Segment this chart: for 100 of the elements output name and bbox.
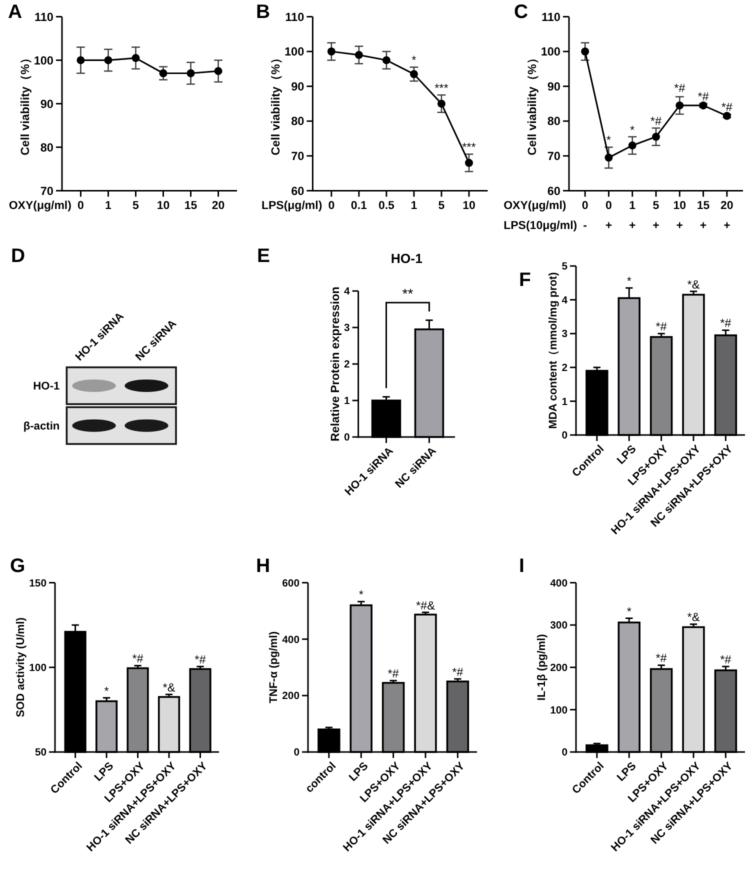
- point: [722, 112, 731, 120]
- point: [76, 56, 85, 64]
- y-tick-label: 600: [282, 578, 300, 590]
- y-tick-label: 100: [29, 662, 47, 674]
- annotation: *&: [687, 277, 700, 292]
- y-tick-label: 70: [40, 184, 54, 198]
- y-tick-label: 100: [540, 44, 561, 59]
- y-axis-title: Cell viability（%）: [524, 52, 539, 156]
- y-tick-label: 70: [547, 149, 561, 164]
- y-tick-label: 0: [562, 430, 568, 442]
- y-tick-label: 3: [562, 329, 568, 340]
- annotation: *&: [687, 610, 700, 624]
- annotation: *#: [698, 90, 710, 104]
- text: β-actin: [23, 420, 60, 432]
- annotation: ***: [462, 140, 476, 154]
- y-tick-label: 100: [284, 44, 305, 59]
- y-tick-label: 200: [282, 691, 300, 702]
- x-axis-title: LPS(μg/ml): [261, 200, 322, 212]
- point: [699, 101, 708, 110]
- text: C: [514, 1, 528, 23]
- annotation: *#: [388, 666, 400, 681]
- x-axis-title: OXY(μg/ml) LPS(10μg/ml): [504, 200, 578, 232]
- text: I: [519, 555, 524, 577]
- y-tick-label: 80: [291, 114, 305, 128]
- annotation: *: [626, 604, 632, 618]
- x-tick-label: 15 +: [696, 200, 710, 232]
- point: [382, 56, 390, 64]
- annotation: *#: [650, 114, 662, 128]
- x-tick-label: 15: [184, 200, 198, 212]
- annotation: *: [104, 684, 110, 698]
- y-tick-label: 100: [550, 705, 568, 716]
- annotation: *#: [720, 652, 732, 667]
- y-axis-title: IL-1β (pg/ml): [536, 634, 548, 701]
- x-tick-label: 0: [328, 200, 335, 212]
- y-tick-label: 1: [562, 396, 568, 408]
- y-tick-label: 90: [40, 96, 54, 111]
- y-tick-label: 2: [562, 363, 568, 374]
- x-tick-label: 1 +: [629, 200, 636, 232]
- x-tick-label: 20: [212, 200, 225, 212]
- y-tick-label: 90: [547, 79, 561, 94]
- y-tick-label: 0: [344, 432, 350, 444]
- annotation: *#: [452, 664, 464, 679]
- point: [464, 158, 473, 167]
- point: [104, 56, 112, 64]
- text: HO-1: [33, 380, 60, 393]
- point: [159, 69, 168, 78]
- y-tick-label: 90: [291, 79, 305, 94]
- annotation: *#: [194, 652, 206, 667]
- y-tick-label: 300: [550, 620, 568, 632]
- annotation: *#: [656, 651, 668, 666]
- x-tick-label: 1: [410, 200, 418, 212]
- annotation: *: [358, 588, 364, 602]
- point: [410, 70, 418, 78]
- y-tick-label: 200: [550, 662, 568, 674]
- text: G: [10, 555, 26, 577]
- y-tick-label: 50: [34, 748, 47, 759]
- x-tick-label: 0.1: [350, 200, 368, 212]
- x-tick-label: 20 +: [720, 200, 734, 232]
- x-tick-label: 5: [132, 200, 140, 212]
- annotation: *&: [162, 680, 176, 694]
- y-axis-title: SOD activity (U/ml): [15, 617, 28, 718]
- y-tick-label: 110: [34, 10, 54, 24]
- point: [214, 67, 222, 76]
- x-axis-title: OXY(μg/ml): [8, 200, 72, 212]
- annotation: *: [626, 274, 632, 288]
- y-tick-label: 80: [40, 140, 54, 154]
- annotation: *#: [721, 100, 733, 114]
- x-tick-label: 5 +: [652, 200, 660, 232]
- point: [327, 48, 336, 56]
- annotation: *: [630, 122, 636, 137]
- y-axis-title: TNF-α (pg/ml): [268, 630, 280, 704]
- x-tick-label: 10: [156, 200, 170, 212]
- y-tick-label: 70: [291, 149, 305, 164]
- annotation: *#: [720, 316, 732, 330]
- point: [676, 101, 684, 110]
- text: H: [256, 555, 270, 577]
- y-axis-title: MDA content（mmol/mg prot): [548, 272, 560, 429]
- x-tick-label: 0 -: [582, 200, 588, 232]
- point: [604, 154, 613, 162]
- annotation: *#: [656, 320, 668, 334]
- y-tick-label: 60: [547, 184, 561, 198]
- annotation: *#: [132, 652, 144, 666]
- y-tick-label: 1: [344, 396, 350, 408]
- point: [132, 54, 140, 62]
- y-tick-label: 110: [541, 10, 561, 24]
- annotation: **: [402, 286, 414, 302]
- x-tick-label: 10: [462, 200, 476, 212]
- point: [628, 141, 636, 150]
- x-tick-label: 0 +: [605, 200, 612, 232]
- y-tick-label: 2: [344, 360, 350, 371]
- y-tick-label: 400: [282, 634, 300, 646]
- annotation: *#&: [416, 598, 436, 612]
- chart-title: HO-1: [390, 251, 422, 266]
- point: [186, 69, 195, 78]
- x-tick-label: 5: [438, 200, 446, 212]
- point: [652, 132, 660, 141]
- point: [354, 50, 363, 59]
- y-tick-label: 110: [285, 10, 305, 24]
- x-tick-label: 0.5: [378, 200, 396, 212]
- text: F: [519, 269, 531, 291]
